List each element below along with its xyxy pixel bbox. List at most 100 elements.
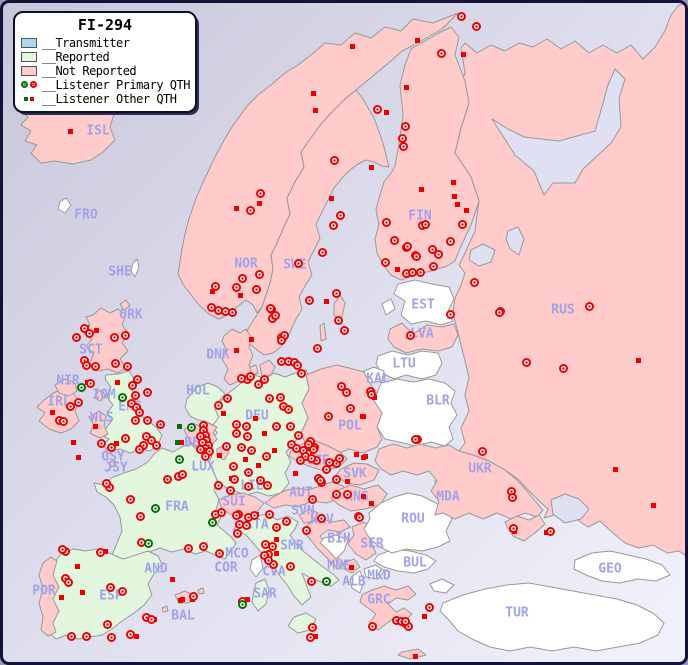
listener-other-qth-marker xyxy=(262,431,267,436)
listener-primary-qth-marker xyxy=(416,268,425,277)
listener-primary-qth-marker xyxy=(316,476,325,485)
listener-primary-qth-marker-green xyxy=(187,423,196,432)
listener-other-qth-marker xyxy=(361,494,366,499)
listener-primary-qth-marker xyxy=(230,475,239,484)
country-ALB xyxy=(349,570,365,594)
listener-primary-qth-marker xyxy=(265,394,274,403)
listener-primary-qth-marker xyxy=(250,511,259,520)
listener-primary-qth-marker xyxy=(286,562,295,571)
island-menorca xyxy=(197,587,205,595)
listener-primary-qth-marker xyxy=(242,422,251,431)
country-MKD xyxy=(363,564,385,580)
listener-other-qth-marker xyxy=(243,457,248,462)
listener-other-qth-marker xyxy=(455,202,460,207)
listener-primary-qth-marker xyxy=(307,454,316,463)
listener-primary-qth-marker xyxy=(470,278,479,287)
listener-other-qth-marker xyxy=(274,551,279,556)
transmitter-swatch xyxy=(21,37,37,48)
listener-primary-qth-marker xyxy=(272,523,281,532)
listener-primary-qth-marker xyxy=(297,369,306,378)
listener-other-qth-marker xyxy=(354,452,359,457)
listener-primary-qth-marker xyxy=(286,422,295,431)
listener-other-qth-marker xyxy=(114,441,119,446)
country-EST xyxy=(393,279,455,326)
listener-other-qth-marker xyxy=(234,348,239,353)
listener-primary-qth-marker xyxy=(135,445,144,454)
listener-primary-qth-marker xyxy=(232,429,241,438)
listener-primary-qth-marker xyxy=(308,623,317,632)
listener-primary-qth-marker xyxy=(313,344,322,353)
map-canvas xyxy=(20,3,685,660)
green-circle-glyph xyxy=(21,81,28,88)
listener-other-qth-marker xyxy=(464,208,469,213)
country-IRL xyxy=(36,388,80,434)
listener-other-icon xyxy=(21,96,37,101)
listener-primary-qth-marker xyxy=(434,250,443,259)
listener-primary-qth-marker xyxy=(201,452,210,461)
listener-primary-qth-marker xyxy=(272,422,281,431)
listener-other-qth-marker xyxy=(350,44,355,49)
listener-primary-qth-marker xyxy=(382,218,391,227)
listener-primary-qth-marker xyxy=(67,632,76,641)
listener-primary-qth-marker xyxy=(136,512,145,521)
listener-primary-qth-marker xyxy=(522,358,531,367)
listener-primary-qth-marker xyxy=(147,436,156,445)
listener-other-qth-marker xyxy=(415,38,420,43)
listener-primary-qth-marker xyxy=(217,508,226,517)
country-SVK xyxy=(335,462,380,486)
listener-primary-qth-marker xyxy=(282,517,291,526)
country-JSY xyxy=(109,460,117,468)
listener-other-qth-marker xyxy=(311,91,316,96)
listener-other-qth-marker xyxy=(293,471,298,476)
listener-primary-qth-marker xyxy=(256,189,265,198)
listener-other-qth-marker xyxy=(115,380,120,385)
listener-primary-qth-marker xyxy=(346,404,355,413)
listener-other-qth-marker-green xyxy=(177,424,182,429)
country-COR xyxy=(249,554,264,578)
listener-primary-qth-marker xyxy=(131,391,140,400)
country-GEO xyxy=(573,550,671,584)
listener-primary-qth-marker xyxy=(336,211,345,220)
listener-primary-qth-marker xyxy=(85,329,94,338)
listener-primary-qth-marker xyxy=(284,405,293,414)
listener-primary-qth-marker xyxy=(135,408,144,417)
listener-other-qth-marker xyxy=(395,267,400,272)
listener-other-qth-marker xyxy=(613,467,618,472)
listener-primary-qth-marker xyxy=(324,412,333,421)
listener-primary-qth-marker xyxy=(340,326,349,335)
country-WLS xyxy=(88,410,109,439)
listener-primary-qth-marker xyxy=(244,468,253,477)
listener-primary-qth-marker xyxy=(64,578,73,587)
listener-primary-qth-marker xyxy=(131,416,140,425)
country-IOM xyxy=(94,389,106,402)
country-NIR xyxy=(54,378,78,397)
listener-primary-qth-marker xyxy=(252,285,261,294)
listener-other-qth-marker xyxy=(636,358,641,363)
listener-other-qth-marker xyxy=(256,463,261,468)
green-square-glyph xyxy=(24,96,28,101)
country-BUL xyxy=(373,548,437,574)
listener-primary-qth-marker xyxy=(368,622,377,631)
listener-other-qth-marker xyxy=(272,448,277,453)
listener-primary-qth-marker xyxy=(147,615,156,624)
listener-primary-qth-marker xyxy=(123,362,132,371)
country-ORK xyxy=(119,299,131,311)
country-LVA xyxy=(387,322,459,354)
listener-primary-qth-marker xyxy=(103,620,112,629)
listener-primary-qth-marker xyxy=(228,308,237,317)
listener-primary-qth-marker xyxy=(322,465,331,474)
legend-item-label: __Listener Primary QTH xyxy=(42,77,190,92)
listener-primary-qth-marker xyxy=(342,388,351,397)
legend-item-label: __Transmitter xyxy=(42,35,130,50)
legend-item-label: __Listener Other QTH xyxy=(42,91,177,106)
country-SAR xyxy=(251,578,270,612)
listener-primary-qth-marker xyxy=(508,493,517,502)
listener-other-qth-marker xyxy=(349,565,354,570)
listener-other-qth-marker xyxy=(361,455,366,460)
listener-primary-qth-marker xyxy=(246,372,255,381)
listener-primary-qth-marker xyxy=(367,390,376,399)
country-SWE xyxy=(244,89,390,356)
legend-item-label: __Reported xyxy=(42,49,110,64)
listener-primary-qth-marker xyxy=(82,361,91,370)
listener-primary-qth-marker xyxy=(178,470,187,479)
